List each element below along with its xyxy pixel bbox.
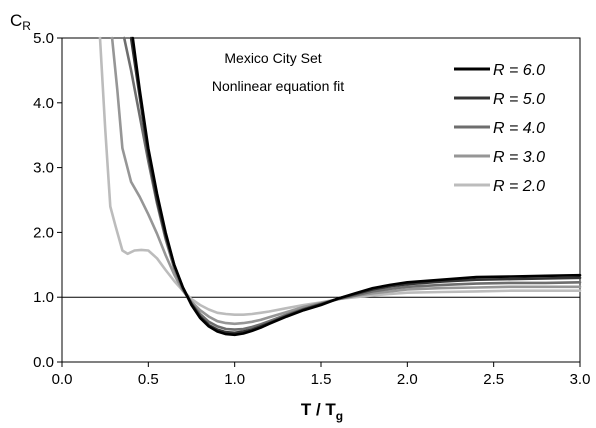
x-tick-label: 3.0 <box>570 371 591 388</box>
y-tick-label: 1.0 <box>33 289 54 306</box>
x-tick-label: 2.0 <box>397 371 418 388</box>
legend-label: R = 6.0 <box>493 62 545 79</box>
legend-label: R = 3.0 <box>493 149 545 166</box>
y-tick-label: 4.0 <box>33 95 54 112</box>
x-tick-label: 1.0 <box>224 371 245 388</box>
legend-label: R = 4.0 <box>493 120 545 137</box>
y-tick-label: 0.0 <box>33 354 54 371</box>
series-line <box>110 36 582 326</box>
annotation-subtitle: Nonlinear equation fit <box>212 78 344 94</box>
x-tick-label: 0.5 <box>138 371 159 388</box>
legend-label: R = 5.0 <box>493 91 545 108</box>
legend-label: R = 2.0 <box>493 178 545 195</box>
y-axis-label: CR <box>10 11 31 33</box>
y-tick-label: 3.0 <box>33 160 54 177</box>
x-tick-label: 1.5 <box>311 371 332 388</box>
plot-area: 0.0 0.5 1.0 1.5 2.0 2.5 3.0 0.0 1.0 2.0 3.0 4.0 5.0 M… <box>33 30 590 388</box>
y-tick-label: 2.0 <box>33 224 54 241</box>
series-line <box>98 36 582 317</box>
series-line <box>131 36 582 337</box>
x-tick-label: 2.5 <box>483 371 504 388</box>
x-tick-label: 0.0 <box>52 371 73 388</box>
x-axis-label: T / Tg <box>301 400 343 423</box>
y-tick-label: 5.0 <box>33 30 54 47</box>
annotation-title: Mexico City Set <box>224 50 321 66</box>
